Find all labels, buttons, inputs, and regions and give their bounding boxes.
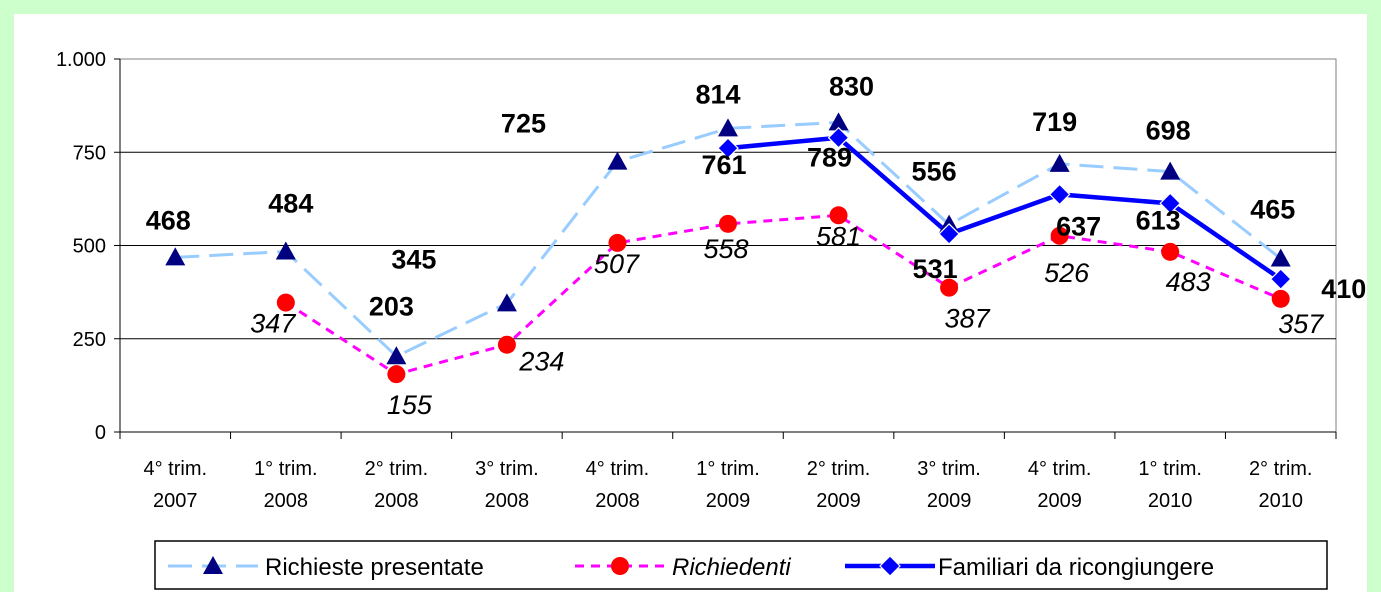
y-tick-label: 1.000 [56, 49, 106, 71]
legend-marker-0 [203, 556, 223, 574]
data-point-series-1 [940, 278, 959, 297]
x-tick-label: 2° trim. [807, 458, 871, 480]
data-point-series-0 [165, 247, 186, 266]
legend-label-2: Familiari da ricongiungere [938, 554, 1214, 581]
series-line-1 [284, 213, 1282, 376]
data-point-series-2 [717, 137, 739, 159]
data-point-series-0 [1049, 153, 1070, 172]
legend-label-1: Richiedenti [672, 554, 791, 581]
data-label-series-1: 357 [1278, 309, 1324, 339]
legend-marker-2 [879, 555, 901, 577]
data-point-series-1 [1271, 289, 1290, 308]
x-tick-label-year: 2009 [1037, 490, 1082, 512]
data-label-series-0: 203 [369, 291, 414, 321]
data-label-series-2: 637 [1056, 211, 1101, 241]
x-tick-label-year: 2008 [595, 490, 640, 512]
data-label-series-2: 613 [1136, 205, 1181, 235]
data-point-series-0 [1270, 248, 1291, 267]
x-tick-label: 1° trim. [254, 458, 318, 480]
data-point-series-1 [497, 335, 516, 354]
x-tick-label: 3° trim. [917, 458, 981, 480]
series-line-2 [727, 135, 1282, 281]
data-label-series-0: 698 [1146, 116, 1191, 146]
data-label-series-1: 558 [703, 234, 748, 264]
x-tick-label-year: 2008 [485, 490, 530, 512]
x-tick-label: 4° trim. [1028, 458, 1092, 480]
data-point-series-0 [275, 241, 296, 260]
x-tick-label-year: 2008 [374, 490, 419, 512]
data-point-series-1 [719, 214, 737, 233]
x-tick-label-year: 2009 [816, 490, 861, 512]
x-tick-label-year: 2010 [1148, 490, 1193, 512]
data-label-series-1: 581 [816, 221, 861, 251]
x-tick-label: 2° trim. [365, 458, 429, 480]
data-label-series-0: 465 [1250, 195, 1295, 225]
data-label-series-1: 387 [945, 304, 991, 334]
data-point-series-1 [1050, 226, 1069, 245]
legend-label-0: Richieste presentate [265, 554, 484, 581]
x-tick-label: 4° trim. [586, 458, 650, 480]
data-point-series-1 [387, 365, 406, 384]
data-point-series-0 [828, 112, 849, 131]
x-tick-label: 1° trim. [1138, 458, 1202, 480]
x-tick-label: 1° trim. [696, 458, 760, 480]
data-label-series-2: 761 [701, 150, 746, 180]
x-tick-label-year: 2007 [153, 490, 198, 512]
x-tick-label-year: 2008 [264, 490, 309, 512]
data-label-series-0: 830 [829, 71, 874, 101]
x-tick-label: 2° trim. [1249, 458, 1313, 480]
data-label-series-1: 507 [594, 249, 640, 279]
data-point-series-0 [386, 346, 407, 365]
x-tick-label: 4° trim. [143, 458, 207, 480]
data-label-series-1: 234 [518, 347, 564, 377]
data-label-series-1: 347 [250, 309, 296, 339]
y-tick-label: 250 [73, 329, 106, 351]
data-label-series-2: 789 [807, 143, 852, 173]
data-point-series-2 [1159, 192, 1182, 215]
data-label-series-0: 719 [1032, 107, 1077, 137]
data-label-series-0: 484 [268, 188, 313, 218]
data-label-series-2: 410 [1321, 274, 1366, 304]
data-label-series-1: 526 [1044, 258, 1090, 288]
data-point-series-2 [1269, 268, 1292, 290]
data-point-series-2 [827, 126, 850, 149]
legend-box [154, 540, 1328, 590]
data-point-series-0 [718, 118, 738, 137]
data-label-series-1: 483 [1166, 267, 1211, 297]
x-tick-label-year: 2009 [927, 490, 972, 512]
data-point-series-1 [829, 206, 848, 225]
data-point-series-0 [1160, 161, 1181, 180]
y-tick-label: 0 [95, 422, 106, 444]
data-point-series-2 [938, 223, 960, 245]
data-point-series-0 [496, 293, 517, 312]
x-tick-label: 3° trim. [475, 458, 539, 480]
data-label-series-0: 345 [391, 244, 436, 274]
y-tick-label: 500 [73, 236, 106, 258]
data-label-series-2: 531 [913, 254, 958, 284]
data-label-series-0: 725 [501, 109, 546, 139]
data-label-series-1: 155 [387, 390, 433, 420]
y-tick-label: 750 [73, 142, 106, 164]
x-tick-label-year: 2009 [706, 490, 751, 512]
data-label-series-0: 468 [146, 205, 191, 235]
data-label-series-0: 814 [695, 79, 740, 109]
data-point-series-1 [276, 293, 295, 312]
data-point-series-1 [608, 233, 627, 252]
legend-marker-1 [611, 557, 629, 575]
data-point-series-1 [1161, 242, 1180, 261]
x-tick-label-year: 2010 [1258, 490, 1303, 512]
data-point-series-0 [607, 151, 628, 170]
data-point-series-2 [1048, 183, 1071, 206]
data-label-series-0: 556 [912, 157, 957, 187]
